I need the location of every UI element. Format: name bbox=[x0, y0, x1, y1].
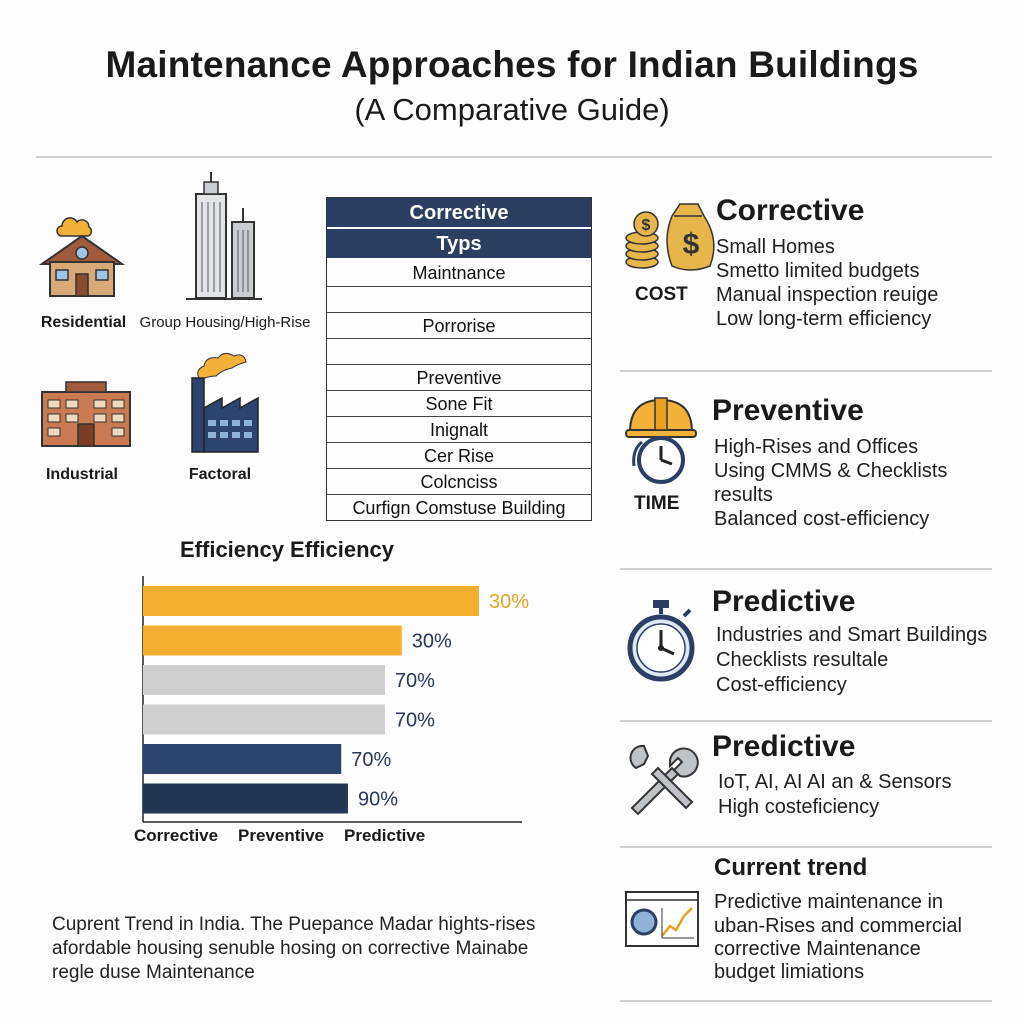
card-line: results bbox=[714, 484, 773, 506]
table-row: Sone Fit bbox=[327, 390, 591, 416]
table-row bbox=[327, 286, 591, 312]
page-title: Maintenance Approaches for Indian Buildi… bbox=[105, 44, 919, 85]
card-line: Small Homes bbox=[716, 236, 835, 258]
table-header-cell: Corrective bbox=[327, 198, 591, 229]
card-line: Cost-efficiency bbox=[716, 674, 847, 696]
table-row: Porrorise bbox=[327, 312, 591, 338]
chart-bar bbox=[143, 704, 385, 735]
chart-data-label: 30% bbox=[489, 591, 529, 613]
industrial-building-icon bbox=[41, 381, 131, 447]
maintenance-type-table: Corrective Typs Maintnance Porrorise Pre… bbox=[326, 197, 592, 521]
table-row bbox=[327, 338, 591, 364]
card-line: High costeficiency bbox=[718, 796, 880, 818]
building-type-label-factoral: Factoral bbox=[188, 466, 252, 483]
card-title: Preventive bbox=[712, 394, 864, 427]
chart-category-label: Corrective bbox=[134, 826, 219, 845]
card-line: Manual inspection reuige bbox=[716, 284, 939, 306]
card-line: Smetto limited budgets bbox=[716, 260, 920, 282]
chart-data-label: 70% bbox=[395, 710, 435, 732]
card-line: budget limiations bbox=[714, 961, 865, 983]
building-type-label-high-rise: Group Housing/High-Rise bbox=[139, 314, 311, 331]
table-header-cell: Typs bbox=[327, 229, 591, 260]
card-line: Using CMMS & Checklists bbox=[714, 460, 948, 482]
footnote-line: afordable housing senuble hosing on corr… bbox=[52, 938, 529, 959]
card-line: High-Rises and Offices bbox=[714, 436, 919, 458]
card-line: Low long-term efficiency bbox=[716, 308, 932, 330]
card-line: Industries and Smart Buildings bbox=[716, 624, 988, 646]
card-line: Checklists resultale bbox=[716, 649, 889, 671]
card-divider bbox=[620, 568, 992, 570]
card-line: IoT, AI, AI AI an & Sensors bbox=[718, 771, 952, 793]
chart-bar bbox=[143, 783, 348, 814]
chart-data-label: 90% bbox=[358, 789, 398, 811]
chart-bar bbox=[143, 586, 479, 616]
card-side-label: TIME bbox=[634, 493, 680, 514]
chart-data-label: 70% bbox=[351, 749, 391, 771]
chart-bar bbox=[143, 625, 402, 656]
table-row: Inignalt bbox=[327, 416, 591, 442]
skyscraper-icon bbox=[186, 172, 262, 300]
stopwatch-icon bbox=[627, 600, 695, 682]
card-side-label: COST bbox=[635, 284, 688, 305]
wrench-tools-icon bbox=[629, 744, 699, 816]
chart-data-label: 30% bbox=[412, 631, 452, 653]
building-type-label-residential: Residential bbox=[40, 314, 127, 331]
card-divider bbox=[620, 1000, 992, 1002]
chart-title: Efficiency Efficiency bbox=[180, 537, 394, 562]
card-line: corrective Maintenance bbox=[714, 938, 921, 960]
chart-data-label: 70% bbox=[395, 670, 435, 692]
footnote: Cuprent Trend in India. The Puepance Mad… bbox=[52, 913, 572, 985]
factory-icon bbox=[191, 352, 259, 453]
dashboard-chart-icon bbox=[625, 891, 699, 947]
chart-bar bbox=[143, 744, 342, 774]
card-divider bbox=[620, 846, 992, 848]
chart-bar bbox=[143, 665, 385, 695]
chart-category-label: Preventive bbox=[238, 826, 324, 845]
card-title: Current trend bbox=[714, 854, 868, 881]
card-divider bbox=[620, 370, 992, 372]
building-type-label-industrial: Industrial bbox=[45, 466, 118, 483]
card-line: Predictive maintenance in bbox=[714, 891, 944, 913]
footnote-line: Cuprent Trend in India. The Puepance Mad… bbox=[52, 914, 536, 935]
money-bag-icon: $ $ bbox=[625, 203, 715, 271]
table-row: Curfign Comstuse Building bbox=[327, 494, 591, 520]
table-row: Preventive bbox=[327, 364, 591, 390]
card-line: Balanced cost-efficiency bbox=[714, 508, 930, 530]
card-divider bbox=[620, 720, 992, 722]
chart-category-label: Predictive bbox=[344, 826, 426, 845]
table-row: Colcnciss bbox=[327, 468, 591, 494]
house-icon bbox=[38, 217, 126, 297]
page-subtitle: (A Comparative Guide) bbox=[354, 92, 670, 127]
card-title: Corrective bbox=[716, 194, 865, 227]
card-title: Predictive bbox=[712, 730, 856, 763]
efficiency-bar-chart: 30%30%70%70%70%90% bbox=[142, 576, 529, 823]
card-title: Predictive bbox=[712, 585, 856, 618]
table-row: Cer Rise bbox=[327, 442, 591, 468]
svg-text:$: $ bbox=[683, 228, 700, 261]
svg-text:$: $ bbox=[642, 217, 651, 234]
table-row: Maintnance bbox=[412, 263, 506, 283]
hardhat-clock-icon bbox=[625, 397, 697, 484]
footnote-line: regle duse Maintenance bbox=[52, 962, 255, 983]
header-divider bbox=[36, 156, 992, 158]
card-line: uban-Rises and commercial bbox=[714, 915, 962, 937]
